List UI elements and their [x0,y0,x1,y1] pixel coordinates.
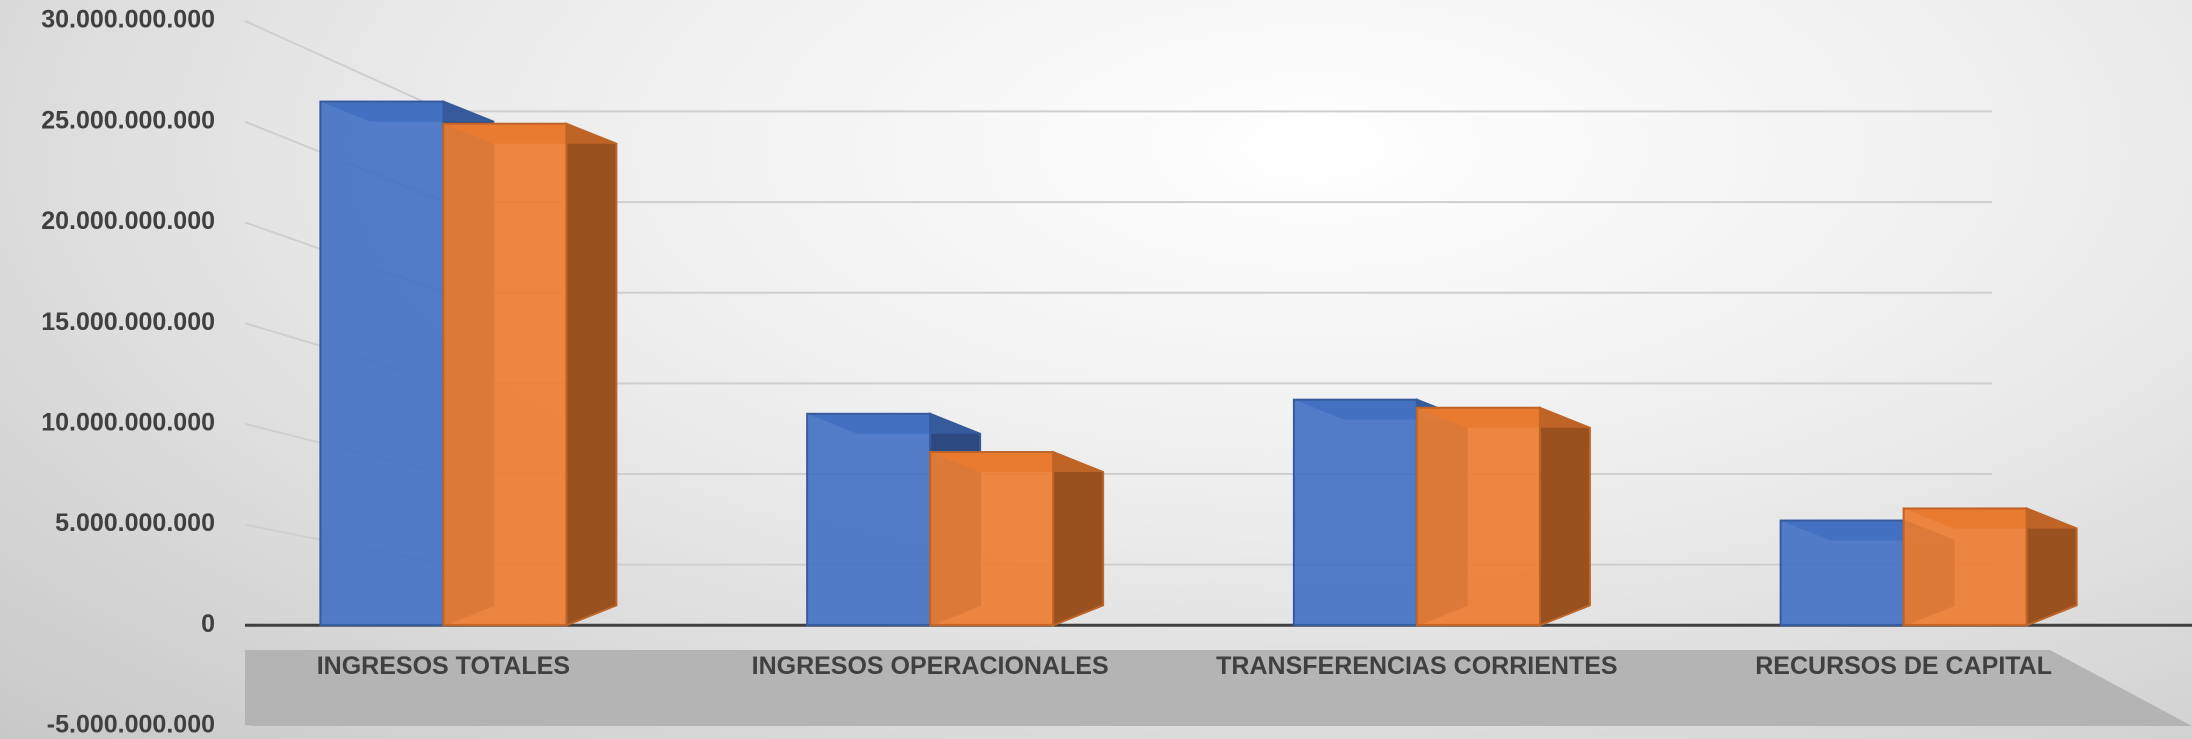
bar-front [1779,519,1905,627]
bar-front [442,122,568,627]
bar-front [929,451,1055,627]
bar [1415,406,1591,627]
bar-side [565,122,618,627]
bar-front [806,412,932,627]
y-tick-label: -5.000.000.000 [47,711,215,739]
x-tick-label: INGRESOS TOTALES [316,652,571,681]
y-tick-label: 20.000.000.000 [41,207,215,235]
grid-line [244,20,1992,113]
bar-side [1052,450,1105,627]
bar-front [1902,507,2028,627]
y-tick-label: 15.000.000.000 [41,308,215,336]
y-tick-label: 30.000.000.000 [41,6,215,34]
y-tick-label: 25.000.000.000 [41,106,215,134]
bar-side [1538,406,1591,627]
y-tick-label: 10.000.000.000 [41,408,215,436]
bar-front [1292,398,1418,627]
x-tick-label: RECURSOS DE CAPITAL [1755,652,2053,681]
bar [929,450,1105,627]
bar [1902,506,2078,627]
bar [442,122,618,627]
bar-front [1415,406,1541,627]
y-tick-label: 5.000.000.000 [55,509,215,537]
x-tick-label: TRANSFERENCIAS CORRIENTES [1216,652,1618,681]
y-tick-label: 0 [201,610,215,638]
grid-line [244,725,386,739]
x-tick-label: INGRESOS OPERACIONALES [751,652,1109,681]
bar-front [319,100,445,627]
floor [245,650,2192,726]
